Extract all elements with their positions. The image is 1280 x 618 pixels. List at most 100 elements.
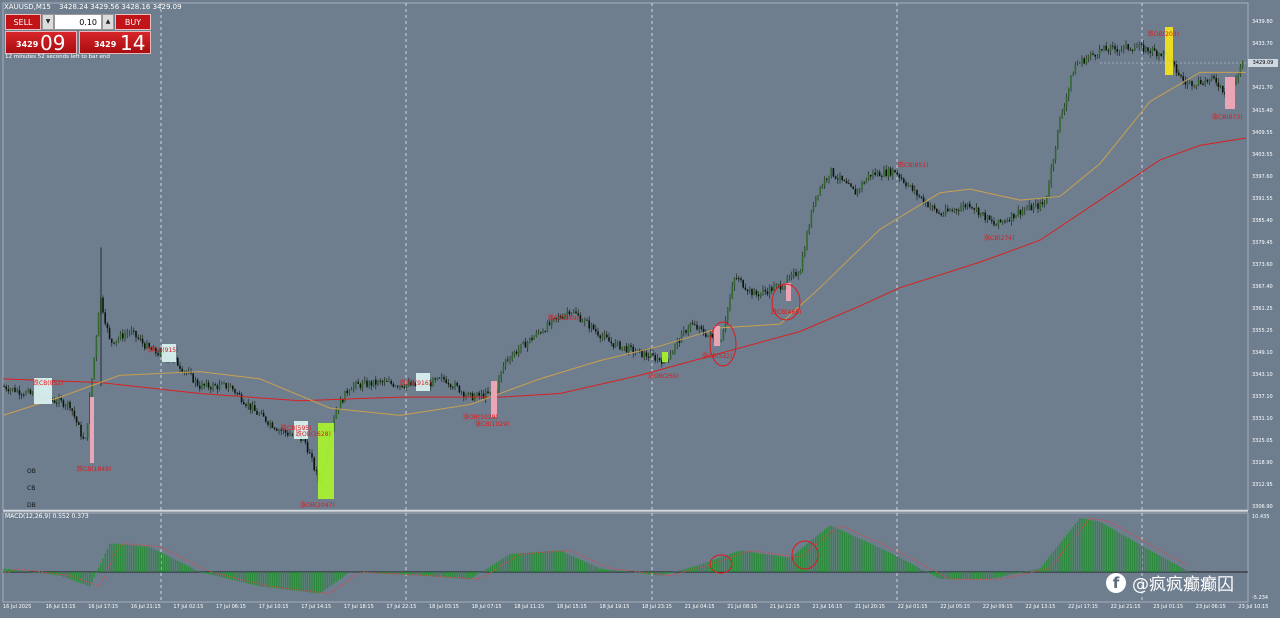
candle-body xyxy=(733,278,736,287)
legend-cb: CB xyxy=(27,485,36,492)
macd-bar xyxy=(590,564,593,572)
macd-bar xyxy=(511,553,513,572)
candle-body xyxy=(436,377,439,380)
candle-body xyxy=(544,331,546,333)
candle-body xyxy=(287,432,289,436)
lot-size-input[interactable] xyxy=(54,14,102,30)
macd-bar xyxy=(115,543,117,572)
macd-bar xyxy=(190,567,192,572)
macd-bar xyxy=(918,567,920,572)
candle-body xyxy=(386,380,388,382)
candle-body xyxy=(610,341,612,344)
candle-body xyxy=(603,334,606,337)
candle-body xyxy=(672,350,674,355)
macd-bar xyxy=(947,572,949,580)
candle-body xyxy=(779,284,782,290)
macd-bar xyxy=(826,527,828,572)
macd-bar xyxy=(414,572,417,576)
macd-bar xyxy=(793,554,795,572)
candle-body xyxy=(535,332,538,337)
lot-increase-button[interactable]: ▲ xyxy=(102,14,114,30)
candle-body xyxy=(762,289,764,293)
macd-bar xyxy=(1032,569,1035,572)
candle-body xyxy=(865,179,868,184)
candle-body xyxy=(597,331,599,336)
macd-bar xyxy=(1180,567,1182,572)
macd-bar xyxy=(223,572,225,578)
candle-body xyxy=(1204,79,1206,85)
buy-price-button[interactable]: 3429 14 xyxy=(79,31,151,55)
candle-body xyxy=(355,381,357,386)
macd-bar xyxy=(570,555,573,572)
main-panel-frame xyxy=(2,2,1249,511)
macd-bar xyxy=(260,572,263,587)
macd-bar xyxy=(834,527,837,572)
macd-bar xyxy=(489,566,491,572)
buy-button[interactable]: BUY xyxy=(115,14,151,30)
macd-bar xyxy=(185,565,188,572)
macd-bar xyxy=(810,540,813,572)
candle-body xyxy=(755,290,758,295)
candle-body xyxy=(947,208,949,212)
macd-bar xyxy=(36,572,38,573)
candle-body xyxy=(309,452,311,454)
candle-body xyxy=(452,386,454,388)
macd-bar xyxy=(938,572,940,579)
candle-body xyxy=(179,365,181,369)
macd-bar xyxy=(317,572,320,594)
candle-body xyxy=(793,271,795,275)
macd-bar xyxy=(137,545,139,572)
macd-bar xyxy=(38,572,40,573)
candle-body xyxy=(104,312,106,324)
facebook-icon: f xyxy=(1106,572,1126,593)
candle-body xyxy=(568,311,571,314)
candle-body xyxy=(746,289,749,292)
candle-body xyxy=(410,382,412,386)
macd-bar xyxy=(157,550,159,572)
zone-rect xyxy=(294,421,308,439)
candle-body xyxy=(144,343,146,349)
macd-bar xyxy=(196,570,199,572)
candle-body xyxy=(700,326,703,329)
candle-body xyxy=(810,210,813,227)
macd-bar xyxy=(3,568,5,572)
candle-body xyxy=(997,219,1000,226)
macd-bar xyxy=(859,538,861,572)
macd-bar xyxy=(181,563,183,572)
candle-body xyxy=(478,392,480,396)
macd-bar xyxy=(537,551,540,572)
macd-bar xyxy=(394,572,397,575)
zone-annotation: 涨OB(269) xyxy=(648,373,679,380)
macd-bar xyxy=(931,572,934,576)
macd-bar xyxy=(361,572,364,573)
buy-price-minor: 14 xyxy=(120,31,146,55)
macd-bar xyxy=(144,546,146,572)
x-axis-tick: 22 Jul 21:15 xyxy=(1110,604,1141,610)
candle-body xyxy=(377,380,379,385)
candle-body xyxy=(64,405,67,407)
macd-bar xyxy=(702,563,705,572)
candle-body xyxy=(551,318,553,325)
candle-body xyxy=(995,224,997,226)
candle-body xyxy=(744,287,747,290)
candle-body xyxy=(614,342,617,348)
zone-annotation: 涨CB(274) xyxy=(984,235,1015,242)
macd-bar xyxy=(456,572,458,579)
macd-bar xyxy=(863,540,865,572)
macd-bar xyxy=(551,550,553,572)
candle-body xyxy=(1068,87,1070,97)
candle-body xyxy=(951,210,953,212)
candle-body xyxy=(1173,61,1176,65)
x-axis-tick: 23 Jul 06:15 xyxy=(1195,604,1226,610)
candle-body xyxy=(984,212,986,221)
macd-bar xyxy=(513,553,516,572)
macd-bar xyxy=(306,572,309,593)
sell-price-button[interactable]: 3429 09 xyxy=(5,31,77,55)
lot-decrease-button[interactable]: ▼ xyxy=(42,14,54,30)
sell-button[interactable]: SELL xyxy=(5,14,41,30)
candle-body xyxy=(1013,213,1015,219)
macd-bar xyxy=(95,572,98,573)
candle-body xyxy=(218,384,221,390)
x-axis-tick: 18 Jul 15:15 xyxy=(556,604,587,610)
